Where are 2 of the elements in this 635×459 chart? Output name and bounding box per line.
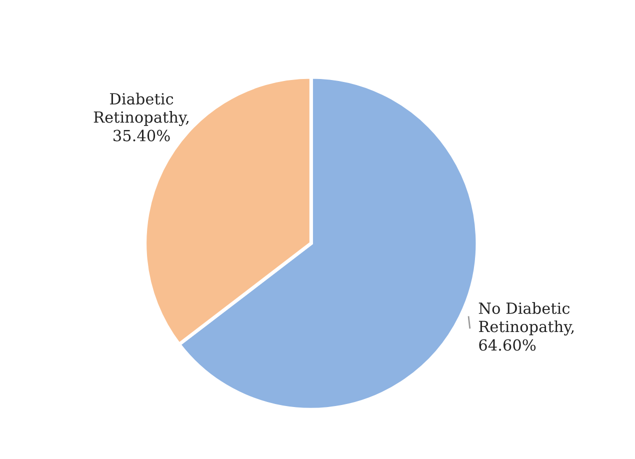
slice-label: No Diabetic Retinopathy, 64.60%	[478, 302, 574, 351]
slice-label: Diabetic Retinopathy, 35.40%	[94, 92, 189, 142]
